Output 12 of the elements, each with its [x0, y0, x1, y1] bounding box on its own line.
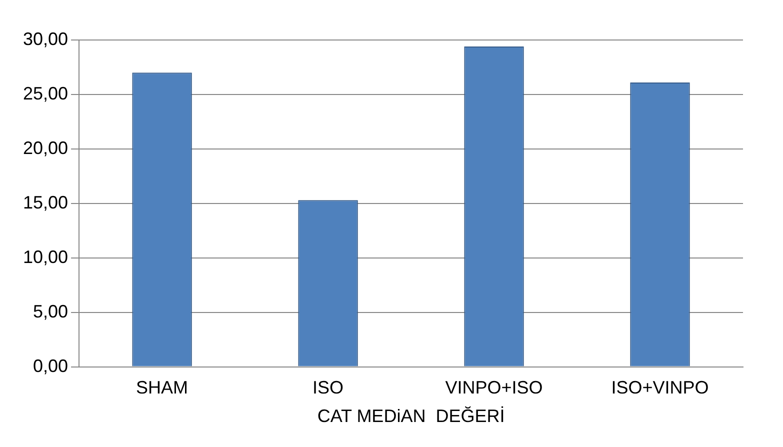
y-tick-label: 25,00 [22, 83, 68, 104]
x-tick-label: ISO+VINPO [611, 378, 709, 398]
x-axis-title: CAT MEDiAN DEĞERİ [317, 406, 505, 426]
y-tick-label: 0,00 [32, 356, 68, 376]
y-tick-label: 30,00 [22, 28, 68, 49]
y-tick-label: 5,00 [32, 301, 68, 322]
x-tick-label: ISO [312, 378, 344, 398]
y-tick-label: 10,00 [22, 246, 68, 267]
x-tick-label: VINPO+ISO [445, 378, 543, 398]
y-tick-label: 15,00 [22, 192, 68, 212]
y-tick-label: 20,00 [22, 138, 68, 158]
x-tick-label: SHAM [136, 378, 188, 398]
